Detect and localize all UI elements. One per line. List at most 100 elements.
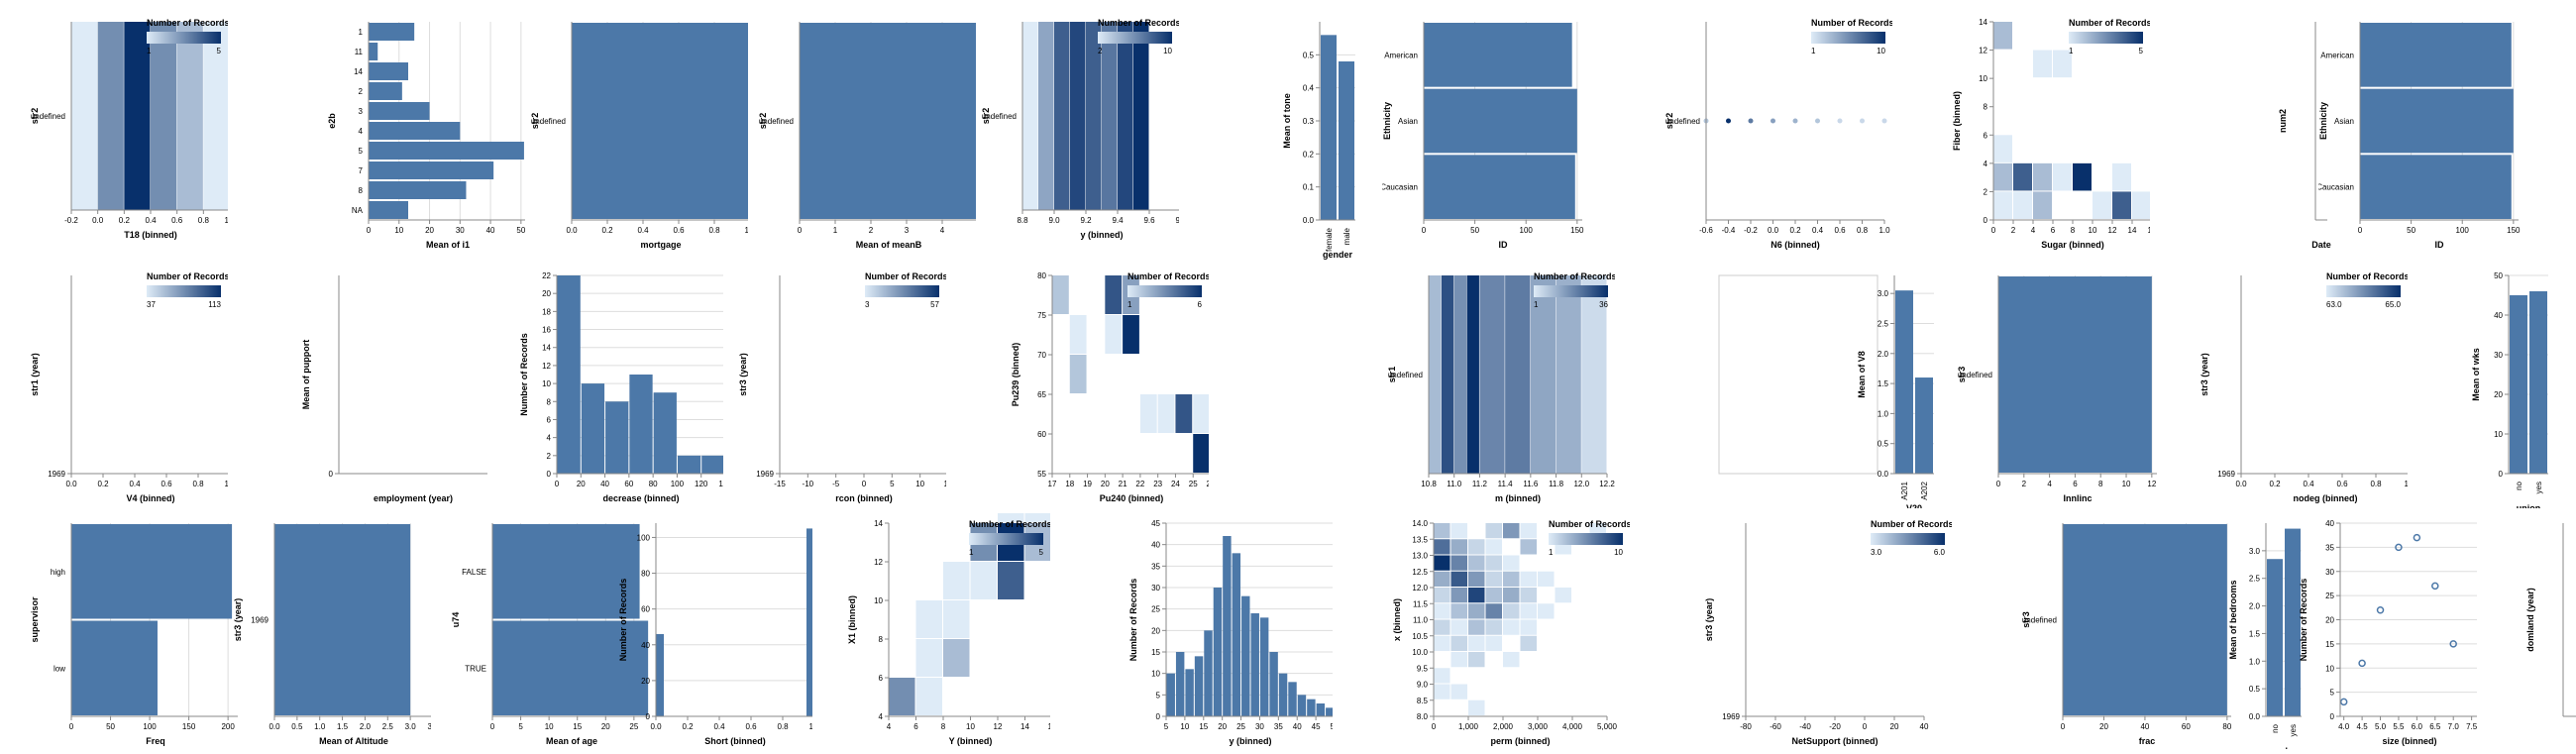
y-tick-label: 2 [1984, 187, 1988, 196]
y-category-label: 1969 [251, 616, 268, 625]
y-tick-label: 40 [2494, 311, 2503, 320]
bar [1204, 630, 1212, 716]
x-tick-label: 23 [1153, 480, 1162, 488]
y-tick-label: 10 [2325, 664, 2334, 673]
x-tick-label: 0 [367, 226, 372, 235]
heat-cell [1538, 603, 1555, 618]
y-axis-title: str2 [1664, 113, 1674, 130]
x-tick-label: 8.8 [1017, 216, 1028, 225]
x-tick-label: 5.0 [2375, 722, 2387, 731]
y-tick-label: 20 [542, 289, 551, 298]
heat-perm-svg: 8.08.59.09.510.010.511.011.512.012.513.0… [1392, 513, 1630, 749]
y-category-label: African American [2318, 51, 2354, 59]
heat-cell [1468, 539, 1485, 554]
y-axis-title: Number of Records [2299, 579, 2308, 662]
heat-cell [1486, 620, 1503, 635]
y-axis-title: supervisor [30, 596, 40, 643]
y-category-label: Caucasian [2318, 183, 2354, 192]
x-tick-label: 5 [518, 722, 523, 731]
y-tick-label: 14 [1979, 18, 1987, 27]
heat-cell [1503, 588, 1520, 602]
x-tick-label: -20 [1829, 722, 1841, 731]
x-tick-label: 4 [2047, 480, 2052, 488]
x-tick-label: 2.5 [382, 722, 394, 731]
y-tick-label: 0 [646, 712, 651, 721]
y-tick-label: 1969 [1722, 712, 1740, 721]
bar [2267, 559, 2283, 716]
x-tick-label: 30 [1255, 722, 1264, 731]
y-category-label: low [54, 664, 65, 673]
x-tick-label: 8 [941, 722, 946, 731]
y-tick-label: 60 [1037, 430, 1046, 439]
x-tick-label: 100 [2456, 226, 2470, 235]
x-tick-label: 1.0 [224, 480, 228, 488]
x-tick-label: 0.6 [161, 480, 172, 488]
bar [369, 82, 402, 100]
legend-gradient [2326, 285, 2401, 297]
bar [1223, 536, 1231, 716]
x-tick-label: 20 [577, 480, 586, 488]
x-tick-label: 0.8 [192, 480, 204, 488]
heat-cell [1105, 275, 1122, 314]
heat-cell [916, 678, 943, 715]
bar [1298, 695, 1306, 716]
heat-cell [1070, 315, 1087, 354]
heat-cell [2013, 191, 2032, 219]
x-tick-label: 3 [905, 226, 910, 235]
legend-min-label: 1 [1811, 47, 1816, 55]
heat-cell [1503, 572, 1520, 587]
legend-title: Number of Records [969, 519, 1050, 529]
y-tick-label: 10 [874, 596, 883, 605]
heat-cell [1434, 668, 1450, 683]
y-tick-label: 12 [1979, 47, 1987, 55]
bar [1279, 674, 1287, 716]
heat-cell [1451, 556, 1468, 571]
y-tick-label: 25 [2325, 592, 2334, 600]
y-tick-label: 14.0 [1412, 519, 1428, 528]
legend-title: Number of Records [147, 18, 228, 28]
heat-cell [1468, 603, 1485, 618]
strip-point [1771, 119, 1775, 124]
x-tick-label: -0.2 [64, 216, 78, 225]
heat-cell [1521, 603, 1538, 618]
x-tick-label: 1.0 [1878, 226, 1890, 235]
legend-title: Number of Records [147, 271, 228, 281]
bar-domland-chart: domland (year) [2522, 513, 2576, 749]
legend-gradient [147, 285, 221, 297]
x-tick-label: 14 [2128, 226, 2137, 235]
y-axis-title: str2 [30, 108, 40, 125]
x-tick-label: 11.8 [1549, 480, 1564, 488]
y-axis-title: str1 [1387, 367, 1397, 383]
x-tick-label: 5 [890, 480, 895, 488]
x-tick-label: 40 [1293, 722, 1302, 731]
x-category-label: A202 [1920, 481, 1929, 499]
x-tick-label: 0 [1863, 722, 1868, 731]
x-tick-label: -60 [1770, 722, 1781, 731]
y-axis-title: Number of Records [519, 333, 529, 416]
heat-cell [1451, 603, 1468, 618]
y-tick-label: 12 [874, 558, 883, 567]
y-tick-label: 12 [542, 362, 551, 371]
y-category-label: 3 [359, 107, 364, 116]
bar [1424, 155, 1575, 219]
heat-pu240-svg: 55606570758017181920212223242526Pu240 (b… [1011, 266, 1209, 508]
heat-cell [1467, 275, 1479, 474]
heat-t18-svg: undefined-0.20.00.20.40.60.81.0T18 (binn… [30, 12, 228, 265]
bar [1251, 613, 1259, 716]
y-tick-label: 45 [1151, 519, 1160, 528]
x-axis-title: mortgage [640, 240, 681, 250]
strip-point [1726, 119, 1731, 124]
x-tick-label: 9.0 [1048, 216, 1060, 225]
bar [1339, 61, 1354, 220]
heat-cell [1434, 539, 1450, 554]
y-tick-label: 14 [874, 519, 883, 528]
x-tick-label: 0 [2061, 722, 2066, 731]
y-axis-title: str1 (year) [30, 353, 40, 396]
x-axis-title: V20 [1906, 503, 1922, 508]
heat-cell [1105, 315, 1122, 354]
bar [1185, 669, 1193, 716]
